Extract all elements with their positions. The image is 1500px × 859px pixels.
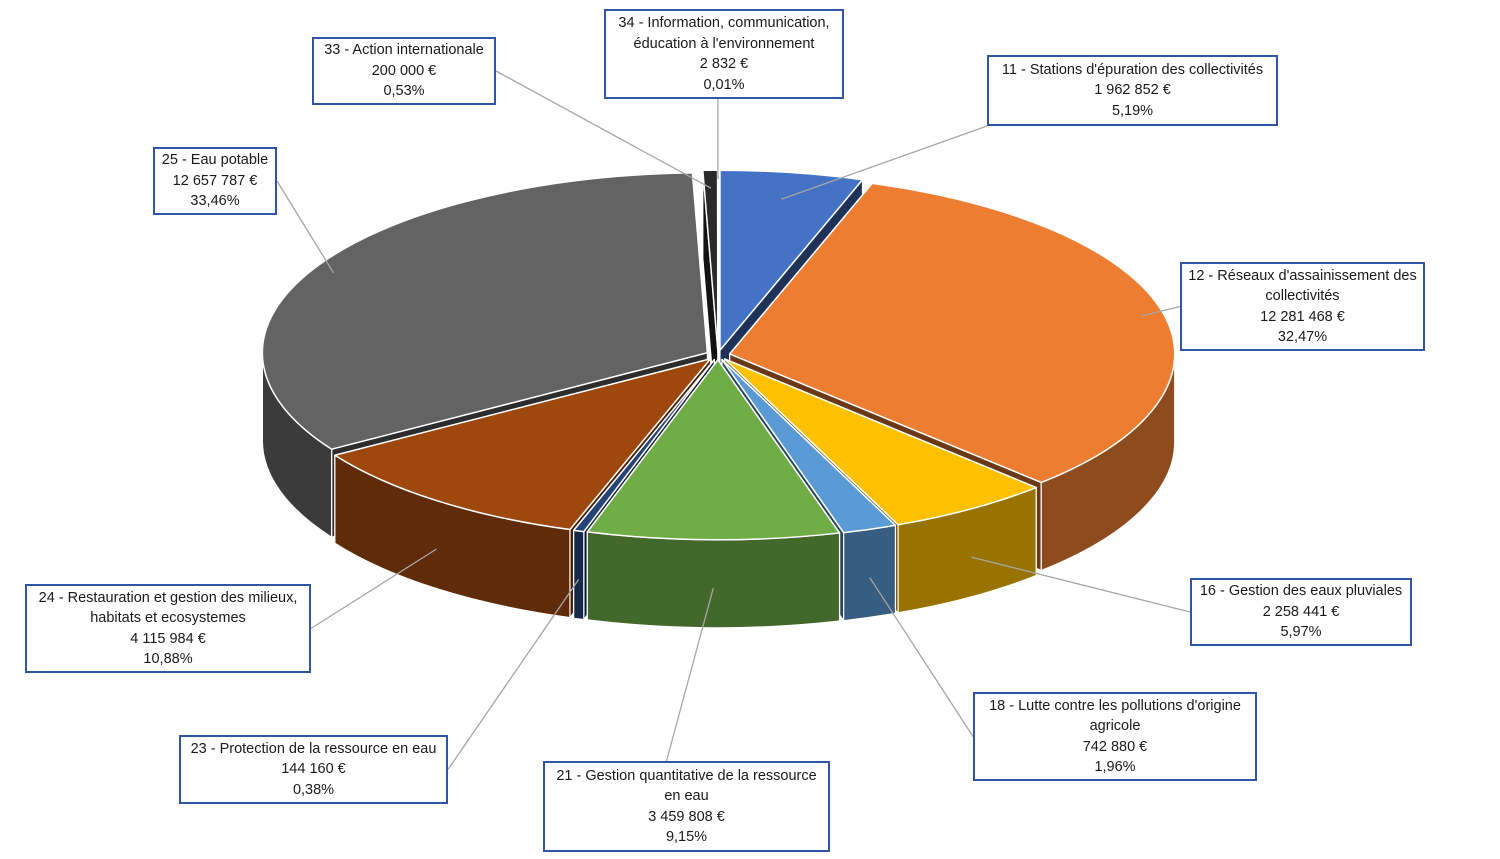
leader-line-12 [1141,305,1181,317]
data-label-category: collectivités [1265,288,1340,304]
data-label-23: 23 - Protection de la ressource en eau 14… [179,735,448,804]
data-label-category: 11 - Stations d'épuration des collectivi… [1001,61,1264,78]
data-label-value: 1 962 852 € [1094,82,1171,99]
data-label-percent: 33,46% [190,193,240,210]
data-label-category: 25 - Eau potable [161,152,269,169]
data-label-category: 16 - Gestion des eaux pluviales [1199,583,1403,600]
slice-18-outer-wall [843,524,897,622]
data-label-11: 11 - Stations d'épuration des collectivi… [987,55,1278,126]
data-label-value: 144 160 € [281,761,346,778]
leader-line-23 [447,579,580,770]
slice-21-outer-wall [586,531,841,629]
data-label-category: 23 - Protection de la ressource en eau [190,740,437,757]
leader-line-16 [971,556,1191,613]
slice-12-top [728,182,1176,484]
slice-25-top [261,172,709,450]
data-label-value: 4 115 984 € [130,630,206,647]
data-label-16: 16 - Gestion des eaux pluviales 2 258 441… [1190,578,1412,646]
data-label-value: 12 657 787 € [172,172,258,189]
leader-line-11 [781,125,988,200]
data-label-percent: 5,97% [1280,624,1322,641]
data-label-value: 2 258 441 € [1262,603,1340,620]
data-label-21: 21 - Gestion quantitative de la ressourc… [543,761,830,852]
data-label-12: 12 - Réseaux d'assainissement des collect… [1180,262,1425,351]
data-label-category: habitats et ecosystemes [90,610,246,626]
data-label-percent: 0,38% [292,781,335,798]
data-label-category: 21 - Gestion quantitative de la ressourc… [556,767,817,784]
data-label-34: 34 - Information, communication, éducatio… [604,9,844,99]
leader-line-24 [310,548,437,630]
slice-21-top [586,359,841,541]
data-label-category: éducation à l'environnement [633,35,815,52]
data-label-category: en eau [664,788,709,804]
leader-line-18 [869,577,974,737]
data-label-33: 33 - Action internationale 200 000 € 0,53% [312,37,496,105]
data-label-percent: 32,47% [1277,329,1328,345]
data-label-category: 33 - Action internationale [324,42,484,59]
slice-16-top [723,358,1037,526]
data-label-category: 12 - Réseaux d'assainissement des [1188,267,1417,284]
leader-line-25 [276,180,335,274]
data-label-category: 24 - Restauration et gestion des milieux… [38,589,298,606]
data-label-value: 3 459 808 € [648,808,725,825]
data-label-24: 24 - Restauration et gestion des milieux… [25,584,311,673]
data-label-percent: 5,19% [1111,102,1154,119]
data-label-value: 200 000 € [371,62,437,79]
slice-24-top [334,358,712,531]
data-label-percent: 9,15% [665,829,708,845]
data-label-category: agricole [1089,718,1141,734]
leader-line-21 [665,588,714,762]
slice-23-outer-wall [573,529,585,621]
data-label-percent: 1,96% [1094,759,1136,775]
data-label-percent: 0,01% [703,76,745,93]
data-label-value: 2 832 € [699,56,749,72]
data-label-category: 18 - Lutte contre les pollutions d'origi… [989,697,1241,714]
slice-23-top [572,358,716,533]
data-label-value: 12 281 468 € [1260,308,1345,325]
slice-11-top [719,169,864,352]
data-label-percent: 0,53% [383,83,425,100]
data-label-category: 34 - Information, communication, [618,15,830,31]
data-label-25: 25 - Eau potable 12 657 787 € 33,46% [153,147,277,215]
data-label-percent: 10,88% [143,651,193,667]
leader-line-33 [495,70,712,189]
leader-lines [276,70,1191,770]
data-label-value: 742 880 € [1082,738,1148,755]
slice-18-top [721,358,897,534]
pie-tops [261,169,1176,541]
data-label-18: 18 - Lutte contre les pollutions d'origi… [973,692,1257,781]
